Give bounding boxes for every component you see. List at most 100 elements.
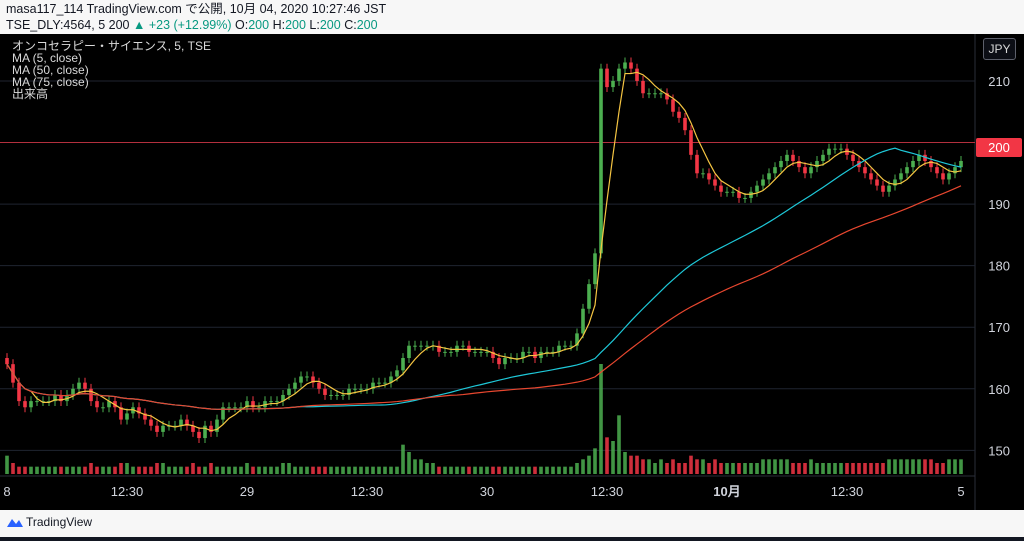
candle-body: [563, 345, 567, 347]
volume-bar: [689, 455, 693, 474]
candle-body: [71, 388, 75, 395]
candle-body: [389, 376, 393, 383]
volume-bar: [257, 466, 261, 474]
candle-body: [341, 394, 345, 396]
volume-bar: [953, 459, 957, 474]
volume-bar: [53, 466, 57, 474]
candle-body: [83, 382, 87, 389]
volume-bar: [413, 459, 417, 474]
volume-bar: [791, 463, 795, 474]
volume-bar: [893, 459, 897, 474]
candle-body: [743, 197, 747, 199]
volume-bar: [533, 466, 537, 474]
candle-body: [419, 345, 423, 347]
candle-body: [617, 68, 621, 81]
volume-bar: [167, 466, 171, 474]
last-value: 200: [108, 18, 130, 32]
low-value: 200: [319, 18, 341, 32]
legend-volume[interactable]: 出来高: [12, 87, 49, 101]
candle-body: [689, 130, 693, 155]
candle-body: [287, 388, 291, 395]
volume-bar: [899, 459, 903, 474]
candle-body: [833, 148, 837, 150]
candle-body: [809, 167, 813, 174]
candle-body: [383, 382, 387, 384]
candle-body: [401, 358, 405, 371]
symbol-label: TSE_DLY:4564, 5: [6, 18, 106, 32]
volume-bar: [959, 459, 963, 474]
candle-body: [35, 401, 39, 403]
candle-body: [425, 345, 429, 347]
volume-bar: [353, 466, 357, 474]
volume-bar: [887, 459, 891, 474]
volume-bar: [563, 466, 567, 474]
y-tick-label: 170: [988, 320, 1010, 335]
currency-button[interactable]: JPY: [983, 38, 1016, 60]
x-tick-label: 12:30: [831, 484, 864, 499]
volume-bar: [707, 463, 711, 474]
candle-body: [329, 394, 333, 396]
candle-body: [941, 173, 945, 180]
volume-bar: [641, 459, 645, 474]
volume-bar: [503, 466, 507, 474]
candle-body: [845, 148, 849, 155]
volume-bar: [731, 463, 735, 474]
volume-bar: [713, 459, 717, 474]
candle-body: [935, 167, 939, 174]
volume-bar: [293, 466, 297, 474]
candle-body: [557, 345, 561, 352]
candle-body: [203, 425, 207, 439]
volume-bar: [461, 466, 465, 474]
open-label: O:: [235, 18, 249, 32]
candle-body: [893, 179, 897, 186]
candle-body: [863, 167, 867, 174]
candle-body: [551, 351, 555, 353]
volume-bar: [119, 463, 123, 474]
candle-body: [353, 388, 357, 390]
volume-bar: [191, 463, 195, 474]
volume-bar: [857, 463, 861, 474]
candle-body: [215, 419, 219, 432]
volume-bar: [575, 463, 579, 474]
volume-bar: [485, 466, 489, 474]
candle-body: [653, 93, 657, 95]
candle-body: [719, 185, 723, 192]
volume-bar: [851, 463, 855, 474]
volume-bar: [863, 463, 867, 474]
candle-body: [947, 173, 951, 180]
volume-bar: [545, 466, 549, 474]
legend-ma5[interactable]: MA (5, close): [12, 51, 83, 65]
volume-bar: [833, 463, 837, 474]
y-tick-label: 160: [988, 382, 1010, 397]
candle-body: [335, 394, 339, 396]
candle-body: [23, 401, 27, 408]
volume-bar: [683, 463, 687, 474]
volume-bar: [539, 466, 543, 474]
volume-bar: [797, 463, 801, 474]
volume-bar: [827, 463, 831, 474]
volume-bar: [41, 466, 45, 474]
volume-bar: [113, 466, 117, 474]
candle-body: [251, 401, 255, 408]
tradingview-brand[interactable]: TradingView: [26, 515, 93, 529]
tradingview-logo-icon[interactable]: [6, 515, 24, 531]
volume-bar: [653, 463, 657, 474]
legend-ma75[interactable]: MA (75, close): [12, 75, 89, 89]
candle-body: [185, 419, 189, 426]
candle-body: [881, 185, 885, 192]
chart-area[interactable]: 150 160 170 180 190 200 210 8 12:30 29 12:30 30 12:3…: [0, 34, 1024, 537]
candle-body: [47, 401, 51, 403]
price-chart-svg[interactable]: 150 160 170 180 190 200 210 8 12:30 29 12:30 30 12:3…: [0, 34, 1024, 537]
volume-bar: [773, 459, 777, 474]
legend-ma50[interactable]: MA (50, close): [12, 63, 89, 77]
y-tick-label: 180: [988, 259, 1010, 274]
volume-bar: [269, 466, 273, 474]
candle-body: [257, 407, 261, 409]
change-arrow-icon: ▲: [132, 18, 146, 32]
candle-body: [677, 111, 681, 118]
volume-bar: [221, 466, 225, 474]
close-value: 200: [356, 18, 378, 32]
volume-bar: [947, 459, 951, 474]
volume-bar: [263, 466, 267, 474]
candle-body: [839, 148, 843, 150]
